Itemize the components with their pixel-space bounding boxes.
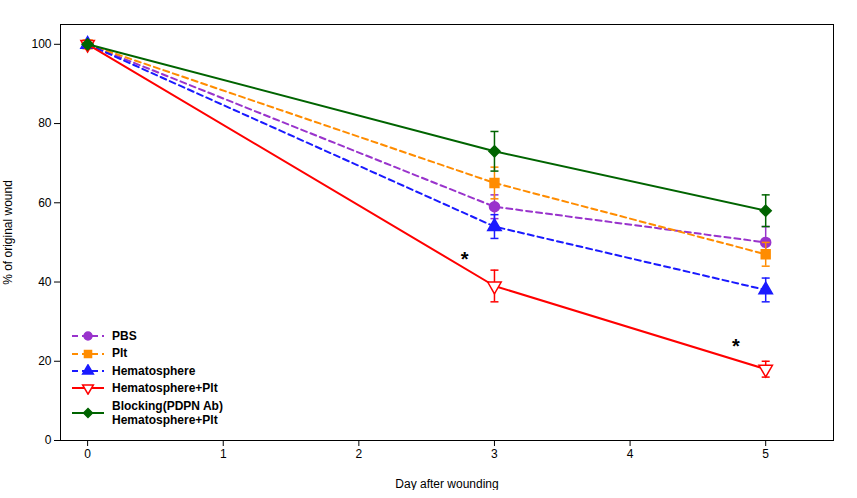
html-text:Plt: Plt — [112, 346, 128, 361]
svg-text:*: * — [732, 335, 740, 357]
html-text:PBS: PBS — [112, 329, 137, 343]
svg-text:1: 1 — [220, 447, 227, 461]
svg-text:20: 20 — [38, 354, 52, 368]
svg-text:100: 100 — [31, 37, 51, 51]
svg-text:0: 0 — [84, 447, 91, 461]
svg-text:*: * — [461, 248, 469, 270]
svg-text:% of original wound: % of original wound — [1, 180, 15, 285]
html-text:Hematosphere: Hematosphere — [112, 363, 196, 378]
svg-text:60: 60 — [38, 196, 52, 210]
svg-text:Day after wounding: Day after wounding — [395, 477, 498, 491]
svg-text:80: 80 — [38, 116, 52, 130]
html-text:Hematosphere+Plt: Hematosphere+Plt — [112, 381, 218, 396]
svg-text:2: 2 — [356, 447, 363, 461]
svg-text:0: 0 — [45, 433, 52, 447]
svg-text:5: 5 — [762, 447, 769, 461]
svg-text:3: 3 — [491, 447, 498, 461]
html-text:Blocking(PDPN Ab) Hematosphere: Blocking(PDPN Ab) Hematosphere+Plt — [112, 398, 223, 427]
svg-text:40: 40 — [38, 275, 52, 289]
svg-text:4: 4 — [627, 447, 634, 461]
